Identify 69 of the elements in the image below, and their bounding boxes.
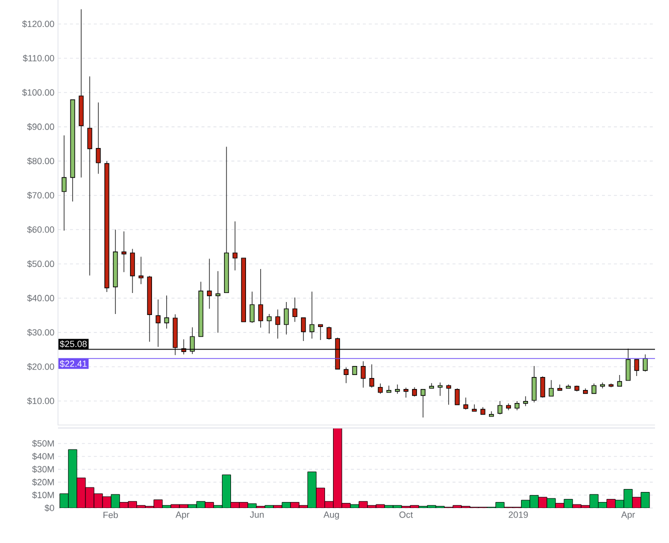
x-tick-label: 2019 — [508, 512, 528, 518]
candlestick — [275, 309, 280, 339]
candlestick — [96, 102, 101, 174]
y-tick-label: $30.00 — [27, 328, 54, 336]
candlestick — [532, 366, 537, 403]
candlestick — [438, 382, 443, 396]
candlestick — [344, 367, 349, 384]
candlestick — [446, 384, 452, 406]
y-tick-label: $80.00 — [27, 157, 54, 165]
y-tick-label: $120.00 — [22, 20, 54, 28]
y-tick-label: $110.00 — [22, 54, 54, 62]
candlestick — [300, 317, 306, 342]
y-tick-label: $10.00 — [27, 397, 54, 405]
x-tick-label: Feb — [104, 512, 118, 518]
y-tick-label: $50.00 — [27, 260, 54, 268]
candlestick — [394, 384, 400, 394]
candlestick — [369, 364, 374, 388]
candlestick — [216, 270, 220, 334]
candlestick — [156, 299, 161, 348]
candlestick — [634, 359, 640, 376]
candlestick — [514, 400, 520, 411]
y-tick-label: $60.00 — [27, 226, 54, 234]
candlestick — [122, 231, 126, 272]
x-tick-label: Apr — [621, 512, 635, 520]
y-tick-label: $40M — [32, 452, 54, 460]
y-tick-label: $20.00 — [27, 363, 54, 370]
y-tick-label: $90.00 — [27, 123, 54, 130]
candlestick — [164, 295, 170, 329]
candlestick — [498, 400, 502, 415]
candlestick — [318, 324, 323, 340]
x-tick-label: Oct — [399, 512, 413, 518]
candlestick — [206, 258, 212, 310]
candlestick — [600, 382, 605, 389]
candlestick — [130, 248, 135, 294]
x-tick-label: Jun — [250, 512, 264, 518]
candlestick — [404, 387, 408, 398]
candlestick — [292, 297, 298, 322]
candlestick — [540, 376, 546, 398]
candlestick — [523, 396, 528, 406]
candlestick — [62, 135, 67, 231]
y-tick-label: $70.00 — [27, 192, 54, 199]
x-tick-label: Apr — [176, 512, 190, 520]
y-tick-label: $50M — [32, 440, 54, 448]
ref-line-label: $25.08 — [60, 340, 87, 348]
x-tick-label: Aug — [324, 512, 339, 520]
candlestick — [258, 268, 264, 328]
y-tick-label: $10M — [32, 491, 54, 499]
candlestick — [548, 380, 554, 397]
y-tick-label: $0 — [44, 504, 54, 512]
candlestick — [463, 397, 468, 410]
candlestick — [138, 256, 144, 284]
candlestick — [378, 383, 383, 394]
candlestick — [250, 291, 255, 324]
y-tick-label: $40.00 — [27, 294, 54, 302]
candlestick — [284, 302, 289, 335]
ref-line-label: $22.41 — [60, 360, 87, 368]
candlestick — [232, 221, 238, 271]
y-tick-label: $20M — [32, 478, 54, 486]
candlestick — [592, 383, 596, 394]
y-tick-label: $100.00 — [22, 88, 54, 96]
candlestick — [454, 388, 460, 406]
candlestick — [617, 374, 622, 387]
y-tick-label: $30M — [32, 466, 54, 473]
candlestick — [412, 386, 417, 397]
candlestick — [310, 291, 314, 339]
candlestick — [360, 360, 366, 388]
candlestick — [420, 389, 426, 418]
candlestick — [87, 76, 92, 276]
candlestick — [326, 326, 332, 340]
